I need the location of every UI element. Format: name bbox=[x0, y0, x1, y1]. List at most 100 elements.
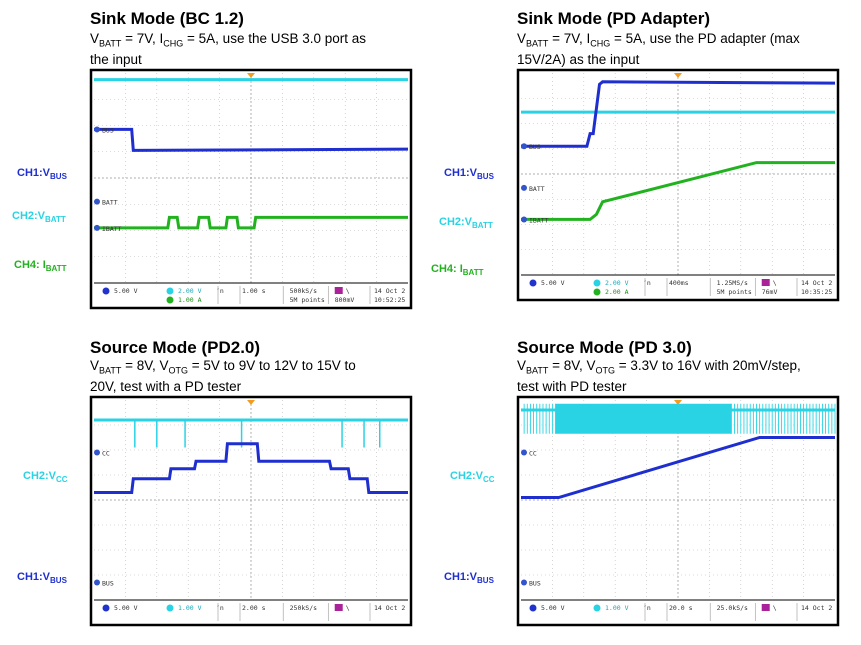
scope-status-bar: 5.00 V 2.00 V2.00 A ʼn 400ms 1.25MS/s5M poin… bbox=[529, 278, 832, 296]
status-coupling: ʼn bbox=[643, 604, 651, 612]
label-ch1-vbus: CH1:VBUS bbox=[17, 167, 67, 182]
trigger-marker bbox=[674, 73, 682, 78]
status-sample-rate: 500kS/s bbox=[290, 287, 317, 295]
channel-marker-label: BUS bbox=[529, 143, 541, 151]
label-ch1-vbus: CH1:VBUS bbox=[444, 571, 494, 586]
channel-marker: BUS bbox=[521, 143, 541, 151]
channel-marker-label: CC bbox=[102, 450, 110, 458]
chart-subtitle-source-pd30: VBATT = 8V, VOTG = 3.3V to 16V with 20mV… bbox=[517, 358, 801, 395]
subtitle-line: VBATT = 7V, ICHG = 5A, use the PD adapte… bbox=[517, 31, 800, 49]
series-ch4-line bbox=[521, 161, 835, 221]
label-ch2-vcc: CH2:VCC bbox=[450, 470, 495, 485]
trigger-marker bbox=[674, 400, 682, 405]
chart-title-sink-pd: Sink Mode (PD Adapter) bbox=[517, 9, 710, 28]
label-ch1-vbus: CH1:VBUS bbox=[444, 167, 494, 182]
status-coupling: ʼn bbox=[216, 604, 224, 612]
channel-marker-label: BATT bbox=[529, 185, 545, 193]
status-trigger-level: 800mV bbox=[335, 296, 355, 304]
status-date: 14 Oct 2 bbox=[374, 287, 405, 295]
status-ch1-scale: 5.00 V bbox=[541, 279, 565, 287]
status-timebase: 400ms bbox=[669, 279, 689, 287]
label-ch2-vcc: CH2:VCC bbox=[23, 470, 68, 485]
chart-title-source-pd20: Source Mode (PD2.0) bbox=[90, 338, 261, 357]
chart-subtitle-sink-bc12: VBATT = 7V, ICHG = 5A, use the USB 3.0 p… bbox=[90, 31, 366, 68]
scope-grid bbox=[94, 400, 408, 601]
status-coupling: ʼn bbox=[643, 279, 651, 287]
scope-frame bbox=[516, 395, 840, 627]
subtitle-line: 15V/2A) as the input bbox=[517, 51, 640, 67]
scope-frame bbox=[89, 395, 413, 627]
label-ch2-vbatt: CH2:VBATT bbox=[439, 216, 493, 231]
subtitle-line: VBATT = 8V, VOTG = 3.3V to 16V with 20mV… bbox=[517, 358, 801, 376]
series-ch1-line bbox=[521, 436, 835, 499]
status-trigger-slope: \ bbox=[773, 279, 777, 287]
status-ch2-scale: 2.00 V bbox=[605, 279, 629, 287]
series-ch1-line bbox=[94, 127, 409, 152]
channel-marker: IBATT bbox=[94, 224, 122, 233]
channel-marker: BATT bbox=[94, 198, 118, 207]
scope-status-bar: 5.00 V 1.00 V ʼn 20.0 s 25.0kS/s \ 14 Oct 2 bbox=[529, 603, 832, 621]
scope-status-bar: 5.00 V 1.00 V ʼn 2.00 s 250kS/s \ 14 Oct 2 bbox=[102, 603, 405, 621]
channel-marker-label: BUS bbox=[529, 580, 541, 588]
subtitle-line: VBATT = 7V, ICHG = 5A, use the USB 3.0 p… bbox=[90, 31, 367, 49]
status-timebase: 20.0 s bbox=[669, 604, 693, 612]
status-date: 14 Oct 2 bbox=[801, 604, 832, 612]
channel-marker: CC bbox=[521, 449, 537, 458]
status-trigger-level: 76mV bbox=[762, 288, 778, 296]
status-timebase: 2.00 s bbox=[242, 604, 266, 612]
channel-marker: IBATT bbox=[521, 216, 549, 224]
status-date: 14 Oct 2 bbox=[374, 604, 405, 612]
scope-sink-bc12: BUS BATT IBATT 5.00 V 2.00 V1.00 A ʼn 1.00 s 50… bbox=[89, 68, 413, 310]
series-ch1-line bbox=[94, 442, 408, 494]
status-ch2-scale: 1.00 V bbox=[178, 604, 202, 612]
channel-marker: CC bbox=[94, 449, 110, 458]
label-ch4-ibatt: CH4: IBATT bbox=[431, 263, 484, 278]
status-ch1-scale: 5.00 V bbox=[541, 604, 565, 612]
subtitle-line: VBATT = 8V, VOTG = 5V to 9V to 12V to 15… bbox=[90, 358, 356, 376]
chart-subtitle-sink-pd: VBATT = 7V, ICHG = 5A, use the PD adapte… bbox=[517, 31, 800, 68]
status-ch2-scale: 1.00 V bbox=[605, 604, 629, 612]
scope-source-pd30: CC BUS 5.00 V 1.00 V ʼn 20.0 s 25.0kS/s \ 14 Oct… bbox=[516, 395, 840, 627]
status-trigger-slope: \ bbox=[773, 604, 777, 612]
subtitle-line: 20V, test with a PD tester bbox=[90, 378, 242, 394]
status-sample-rate: 1.25MS/s bbox=[717, 279, 748, 287]
status-trigger-slope: \ bbox=[346, 604, 350, 612]
status-date: 14 Oct 2 bbox=[801, 279, 832, 287]
status-ch4-scale: 1.00 A bbox=[178, 296, 202, 304]
channel-marker: BATT bbox=[521, 184, 545, 193]
chart-subtitle-source-pd20: VBATT = 8V, VOTG = 5V to 9V to 12V to 15… bbox=[90, 358, 356, 395]
status-sample-rate: 25.0kS/s bbox=[717, 604, 748, 612]
status-record-length: 5M points bbox=[717, 288, 752, 296]
chart-title-sink-bc12: Sink Mode (BC 1.2) bbox=[90, 9, 244, 28]
channel-marker: BUS bbox=[94, 579, 114, 588]
label-ch1-vbus: CH1:VBUS bbox=[17, 571, 67, 586]
cc-solid-band bbox=[555, 403, 732, 434]
series-ch4-line bbox=[94, 215, 408, 230]
scope-source-pd20: CC BUS 5.00 V 1.00 V ʼn 2.00 s 250kS/s \ 14 Oct … bbox=[89, 395, 413, 627]
subtitle-line: test with PD tester bbox=[517, 378, 627, 394]
status-sample-rate: 250kS/s bbox=[290, 604, 317, 612]
channel-marker-label: IBATT bbox=[529, 216, 549, 224]
scope-grid bbox=[94, 73, 408, 284]
status-ch4-scale: 2.00 A bbox=[605, 288, 629, 296]
status-clock: 10:35:25 bbox=[801, 288, 832, 296]
status-clock: 10:52:25 bbox=[374, 296, 405, 304]
channel-marker-label: CC bbox=[529, 450, 537, 458]
label-ch4-ibatt: CH4: IBATT bbox=[14, 259, 67, 274]
channel-marker-label: BUS bbox=[102, 126, 114, 134]
chart-title-source-pd30: Source Mode (PD 3.0) bbox=[517, 338, 692, 357]
status-record-length: 5M points bbox=[290, 296, 325, 304]
series-ch1-line bbox=[521, 80, 836, 148]
status-trigger-slope: \ bbox=[346, 287, 350, 295]
scope-grid bbox=[521, 73, 835, 276]
scope-status-bar: 5.00 V 2.00 V1.00 A ʼn 1.00 s 500kS/s5M poin… bbox=[102, 286, 405, 304]
trigger-marker bbox=[247, 400, 255, 405]
status-coupling: ʼn bbox=[216, 287, 224, 295]
status-timebase: 1.00 s bbox=[242, 287, 266, 295]
status-ch1-scale: 5.00 V bbox=[114, 287, 138, 295]
label-ch2-vbatt: CH2:VBATT bbox=[12, 210, 66, 225]
subtitle-line: the input bbox=[90, 51, 142, 67]
status-ch1-scale: 5.00 V bbox=[114, 604, 138, 612]
trigger-marker bbox=[247, 73, 255, 78]
scope-sink-pd: BUS BATT IBATT 5.00 V 2.00 V2.00 A ʼn 400ms 1.2… bbox=[516, 68, 840, 302]
